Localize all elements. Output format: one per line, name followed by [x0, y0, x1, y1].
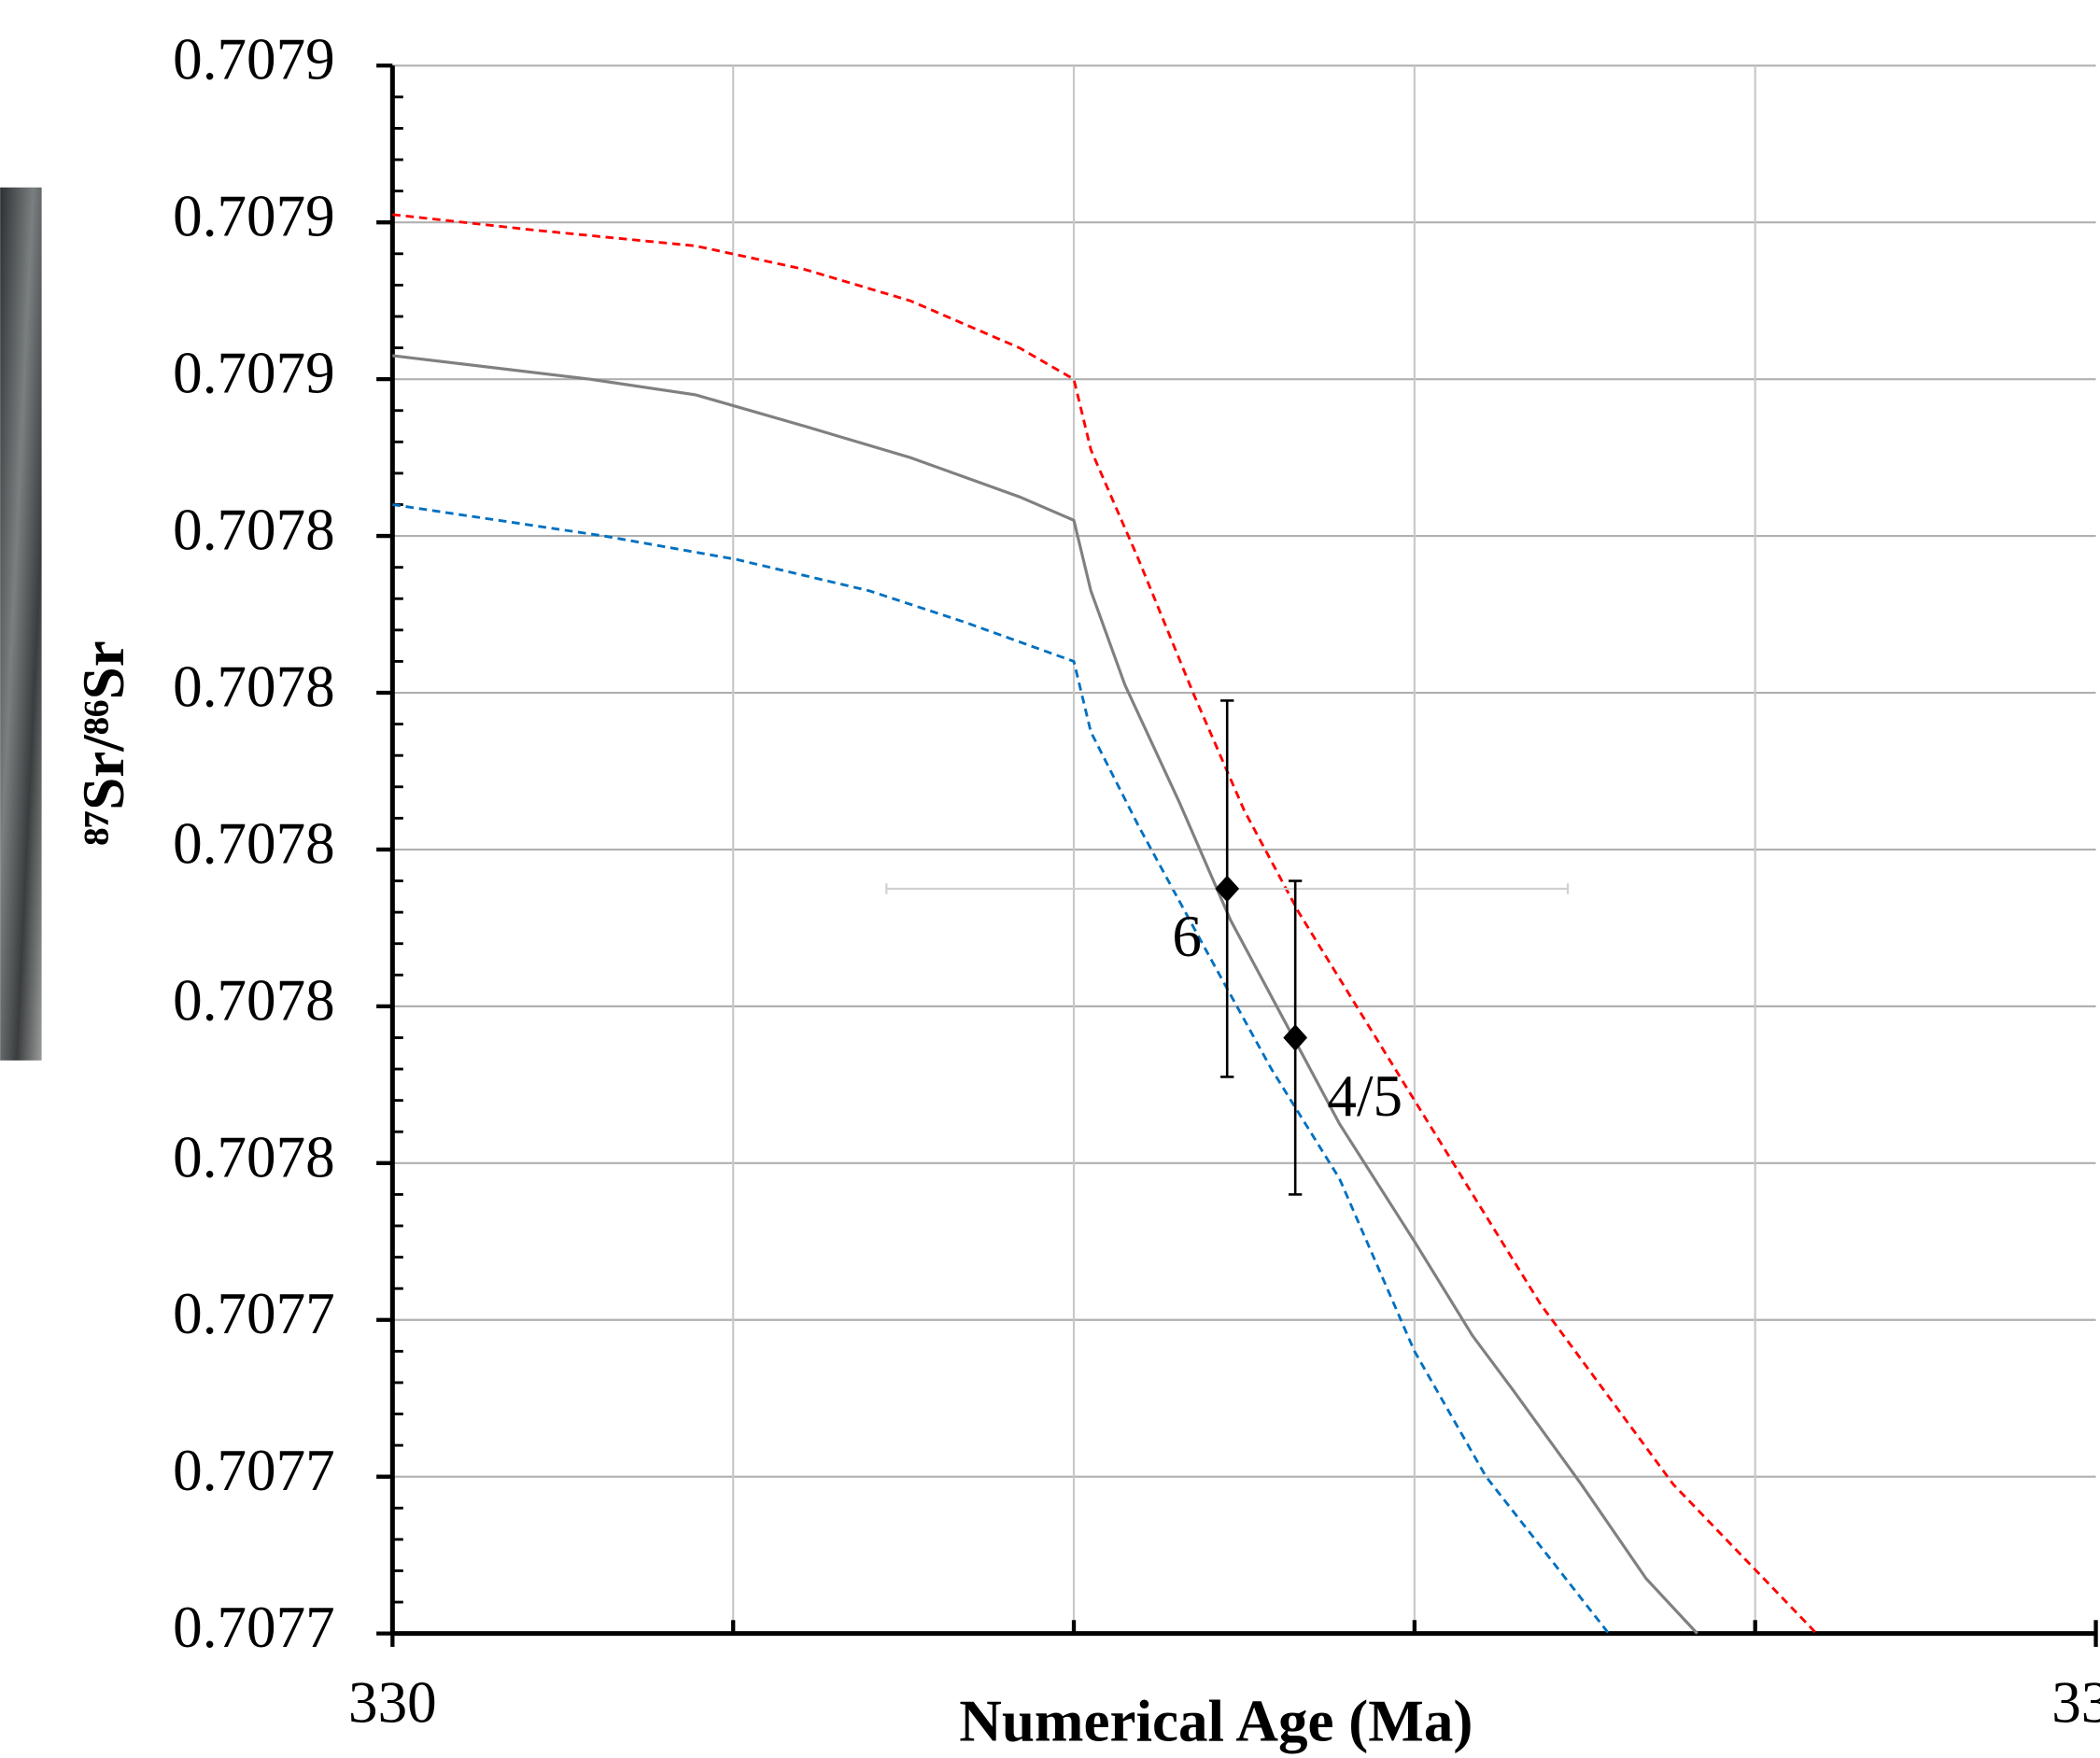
- point-label: 4/5: [1327, 1063, 1402, 1129]
- photo-strip: [0, 187, 42, 1061]
- y-tick-label: 0.7078: [173, 498, 335, 563]
- y-tick-label: 0.7078: [173, 967, 335, 1033]
- y-tick-label: 0.7078: [173, 1124, 335, 1189]
- data-point: [1283, 1024, 1308, 1051]
- y-tick-label: 0.7079: [173, 341, 335, 406]
- x-axis-title: Numerical Age (Ma): [959, 1688, 1473, 1753]
- series-line: [392, 503, 1610, 1635]
- y-tick-label: 0.7077: [173, 1281, 335, 1346]
- y-tick-label: 0.7078: [173, 654, 335, 719]
- x-tick-label: 330: [348, 1669, 437, 1735]
- y-axis-title: ⁸⁷Sr/⁸⁶Sr: [71, 640, 136, 845]
- data-point: [1215, 875, 1240, 903]
- y-tick-label: 0.7079: [173, 184, 335, 249]
- y-tick-label: 0.7077: [173, 1595, 335, 1660]
- point-label: 6: [1172, 904, 1202, 969]
- series-line: [392, 354, 1698, 1635]
- x-tick-label: 335: [2051, 1669, 2100, 1735]
- y-tick-label: 0.7079: [173, 27, 335, 92]
- y-tick-label: 0.7078: [173, 810, 335, 876]
- y-tick-label: 0.7077: [173, 1438, 335, 1503]
- series-line: [392, 213, 1818, 1635]
